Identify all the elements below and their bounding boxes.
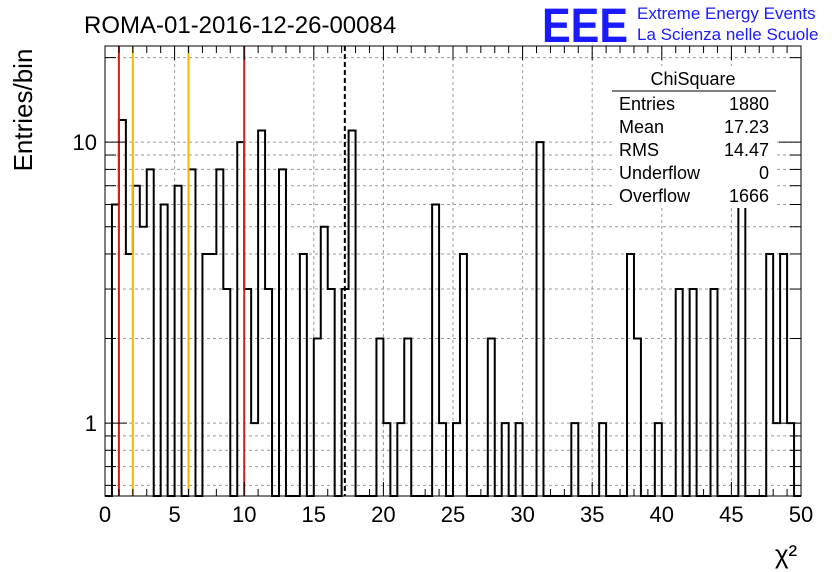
stats-value: 0 xyxy=(759,163,769,183)
logo-mark: EEE xyxy=(542,0,628,53)
stats-name: ChiSquare xyxy=(650,69,735,89)
stats-label: Overflow xyxy=(619,186,691,206)
brand-line2: La Scienza nelle Scuole xyxy=(637,25,818,44)
stats-label: Mean xyxy=(619,117,664,137)
stats-value: 1880 xyxy=(729,94,769,114)
tick-labels: 0 5 10 15 20 25 30 35 40 45 50 1 10 xyxy=(73,130,814,527)
x-tick-label: 45 xyxy=(719,502,743,527)
reference-lines xyxy=(117,46,346,496)
histogram-outline xyxy=(105,118,801,497)
chart-title: ROMA-01-2016-12-26-00084 xyxy=(84,12,396,39)
y-axis-label: Entries/bin xyxy=(8,49,38,172)
eee-logo: EEE Extreme Energy Events La Scienza nel… xyxy=(542,0,818,53)
x-axis-label: χ² xyxy=(775,539,798,569)
stats-value: 17.23 xyxy=(724,117,769,137)
stats-box: ChiSquare Entries 1880 Mean 17.23 RMS 14.47 Un… xyxy=(612,66,776,208)
y-tick-label: 10 xyxy=(73,130,97,155)
axis-ticks xyxy=(104,46,802,496)
x-tick-label: 15 xyxy=(302,502,326,527)
brand-line1: Extreme Energy Events xyxy=(637,4,816,23)
stats-label: Underflow xyxy=(619,163,701,183)
x-tick-label: 25 xyxy=(441,502,465,527)
x-tick-label: 10 xyxy=(232,502,256,527)
x-tick-label: 20 xyxy=(371,502,395,527)
x-tick-label: 50 xyxy=(789,502,813,527)
x-tick-label: 35 xyxy=(580,502,604,527)
stats-value: 1666 xyxy=(729,186,769,206)
histogram xyxy=(105,118,801,497)
x-tick-label: 30 xyxy=(510,502,534,527)
y-tick-label: 1 xyxy=(85,411,97,436)
x-tick-label: 40 xyxy=(650,502,674,527)
stats-label: Entries xyxy=(619,94,675,114)
x-tick-label: 5 xyxy=(168,502,180,527)
x-tick-label: 0 xyxy=(99,502,111,527)
stats-value: 14.47 xyxy=(724,140,769,160)
stats-label: RMS xyxy=(619,140,659,160)
